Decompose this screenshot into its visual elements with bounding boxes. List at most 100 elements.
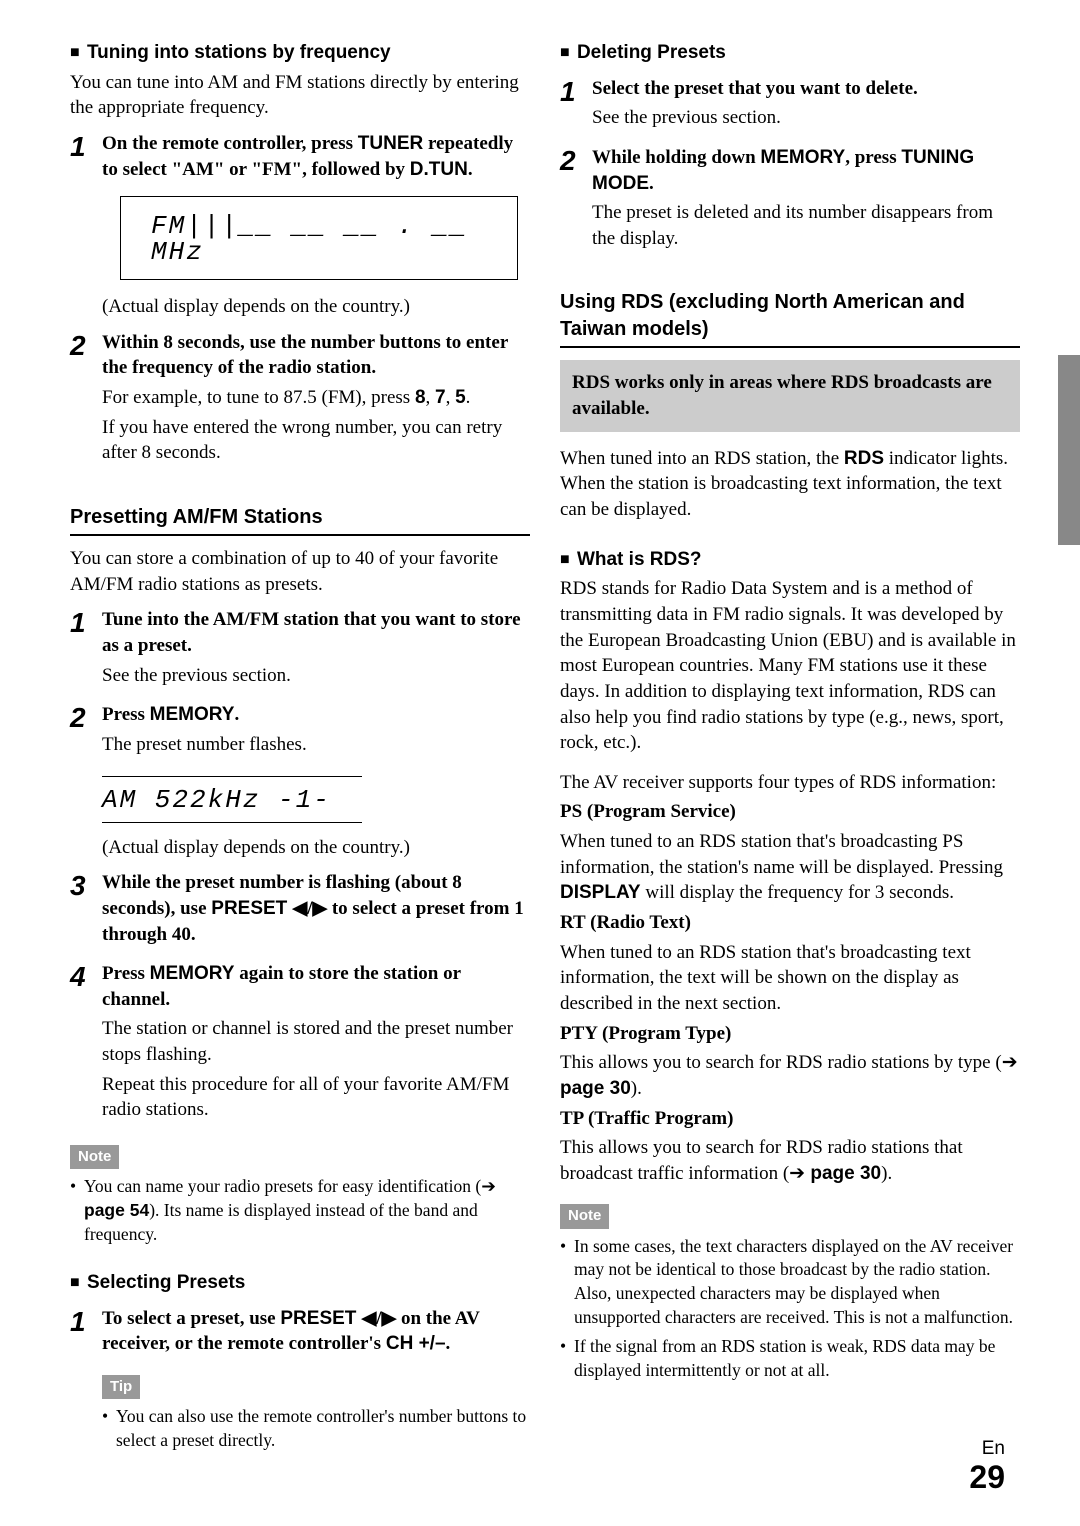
step-note: See the previous section. xyxy=(102,663,530,689)
rds-tp-body: This allows you to search for RDS radio … xyxy=(560,1135,1020,1186)
square-bullet-icon: ■ xyxy=(560,551,570,568)
key: 7 xyxy=(435,387,446,408)
txt: When tuned to an RDS station that's broa… xyxy=(560,831,1003,878)
heading-text: What is RDS? xyxy=(577,549,702,570)
arrows: ◀/▶ xyxy=(293,898,328,919)
right-column: ■ Deleting Presets 1 Select the preset t… xyxy=(560,40,1020,1463)
key: CH +/– xyxy=(386,1333,446,1354)
preset-step-4: 4 Press MEMORY again to store the statio… xyxy=(70,961,530,1127)
txt: You can name your radio presets for easy… xyxy=(84,1176,481,1196)
step-body: While holding down MEMORY, press TUNING … xyxy=(592,145,1020,256)
heading-deleting-presets: ■ Deleting Presets xyxy=(560,40,1020,66)
square-bullet-icon: ■ xyxy=(70,44,80,61)
note-item: You can name your radio presets for easy… xyxy=(70,1175,530,1246)
txt: Press xyxy=(102,704,150,725)
step-instruction: Press MEMORY again to store the station … xyxy=(102,961,530,1012)
intro-text: You can tune into AM and FM stations dir… xyxy=(70,70,530,121)
preset-step-1: 1 Tune into the AM/FM station that you w… xyxy=(70,607,530,692)
tip-item: You can also use the remote controller's… xyxy=(102,1405,530,1452)
note-item: If the signal from an RDS station is wea… xyxy=(560,1335,1020,1382)
rds-pty-body: This allows you to search for RDS radio … xyxy=(560,1050,1020,1101)
page-num-value: 29 xyxy=(969,1459,1005,1495)
rds-ps-body: When tuned to an RDS station that's broa… xyxy=(560,829,1020,906)
note-label: Note xyxy=(70,1145,119,1169)
step-note: See the previous section. xyxy=(592,105,1020,131)
txt: On the remote controller, press xyxy=(102,133,358,154)
txt: This allows you to search for RDS radio … xyxy=(560,1052,1002,1073)
heading-tuning-frequency: ■ Tuning into stations by frequency xyxy=(70,40,530,66)
txt: While holding down xyxy=(592,147,760,168)
rds-types-intro: The AV receiver supports four types of R… xyxy=(560,770,1020,796)
actual-display-note: (Actual display depends on the country.) xyxy=(102,835,530,861)
step-note: Repeat this procedure for all of your fa… xyxy=(102,1072,530,1123)
rds-pty-title: PTY (Program Type) xyxy=(560,1021,1020,1047)
actual-display-note: (Actual display depends on the country.) xyxy=(102,294,530,320)
key: MEMORY xyxy=(150,963,235,984)
step-body: To select a preset, use PRESET ◀/▶ on th… xyxy=(102,1306,530,1459)
txt: . xyxy=(234,704,239,725)
note-list: In some cases, the text characters displ… xyxy=(560,1235,1020,1383)
step-number: 2 xyxy=(560,145,592,256)
step-body: Press MEMORY. The preset number flashes. xyxy=(102,702,530,761)
key: PRESET xyxy=(280,1308,361,1329)
txt: , press xyxy=(845,147,901,168)
rds-description: RDS stands for Radio Data System and is … xyxy=(560,576,1020,755)
step-body: Tune into the AM/FM station that you wan… xyxy=(102,607,530,692)
step-instruction: On the remote controller, press TUNER re… xyxy=(102,133,513,180)
note-item: In some cases, the text characters displ… xyxy=(560,1235,1020,1330)
key: PRESET xyxy=(211,898,292,919)
step-body: Select the preset that you want to delet… xyxy=(592,76,1020,135)
delete-step-2: 2 While holding down MEMORY, press TUNIN… xyxy=(560,145,1020,256)
step-instruction: Tune into the AM/FM station that you wan… xyxy=(102,607,530,658)
txt: ). xyxy=(881,1163,892,1184)
step-instruction: Select the preset that you want to delet… xyxy=(592,76,1020,102)
step-instruction: Within 8 seconds, use the number buttons… xyxy=(102,330,530,381)
note-label: Note xyxy=(560,1204,609,1228)
txt: . xyxy=(468,159,473,180)
arrow-icon: ➔ xyxy=(789,1163,810,1184)
page-number: En 29 xyxy=(969,1436,1005,1496)
tip-label: Tip xyxy=(102,1375,140,1399)
step-1: 1 On the remote controller, press TUNER … xyxy=(70,131,530,182)
step-instruction: While the preset number is flashing (abo… xyxy=(102,870,530,947)
step-2: 2 Within 8 seconds, use the number butto… xyxy=(70,330,530,470)
txt: . xyxy=(446,1333,451,1354)
lcd-text: AM 522kHz -1- xyxy=(102,785,331,815)
arrows: ◀/▶ xyxy=(362,1308,397,1329)
page-lang: En xyxy=(969,1436,1005,1462)
step-body: On the remote controller, press TUNER re… xyxy=(102,131,530,182)
square-bullet-icon: ■ xyxy=(70,1274,80,1291)
txt: When tuned into an RDS station, the xyxy=(560,448,844,469)
heading-selecting-presets: ■ Selecting Presets xyxy=(70,1270,530,1296)
square-bullet-icon: ■ xyxy=(560,44,570,61)
lcd-text: FM|||__ __ __ . __ MHz xyxy=(151,211,468,267)
txt: To select a preset, use xyxy=(102,1308,280,1329)
key: MEMORY xyxy=(760,147,845,168)
section-presetting: Presetting AM/FM Stations xyxy=(70,504,530,536)
step-number: 1 xyxy=(70,1306,102,1459)
note-list: You can name your radio presets for easy… xyxy=(70,1175,530,1246)
section-intro: You can store a combination of up to 40 … xyxy=(70,546,530,597)
rds-intro: When tuned into an RDS station, the RDS … xyxy=(560,446,1020,523)
key: MEMORY xyxy=(150,704,235,725)
page-ref: page 30 xyxy=(560,1078,631,1099)
select-step-1: 1 To select a preset, use PRESET ◀/▶ on … xyxy=(70,1306,530,1459)
step-note: The station or channel is stored and the… xyxy=(102,1016,530,1067)
content-columns: ■ Tuning into stations by frequency You … xyxy=(70,40,1020,1463)
step-example: For example, to tune to 87.5 (FM), press… xyxy=(102,385,530,411)
step-number: 2 xyxy=(70,702,102,761)
page-ref: page 30 xyxy=(810,1163,881,1184)
step-number: 4 xyxy=(70,961,102,1127)
section-rds: Using RDS (excluding North American and … xyxy=(560,289,1020,348)
rds-tp-title: TP (Traffic Program) xyxy=(560,1106,1020,1132)
key: TUNER xyxy=(358,133,423,154)
heading-text: Tuning into stations by frequency xyxy=(87,42,391,63)
lcd-display-am: AM 522kHz -1- xyxy=(102,776,362,823)
delete-step-1: 1 Select the preset that you want to del… xyxy=(560,76,1020,135)
step-body: While the preset number is flashing (abo… xyxy=(102,870,530,951)
left-column: ■ Tuning into stations by frequency You … xyxy=(70,40,530,1463)
preset-step-3: 3 While the preset number is flashing (a… xyxy=(70,870,530,951)
txt: . xyxy=(466,387,471,408)
rds-rt-body: When tuned to an RDS station that's broa… xyxy=(560,940,1020,1017)
arrow-icon: ➔ xyxy=(481,1176,496,1196)
